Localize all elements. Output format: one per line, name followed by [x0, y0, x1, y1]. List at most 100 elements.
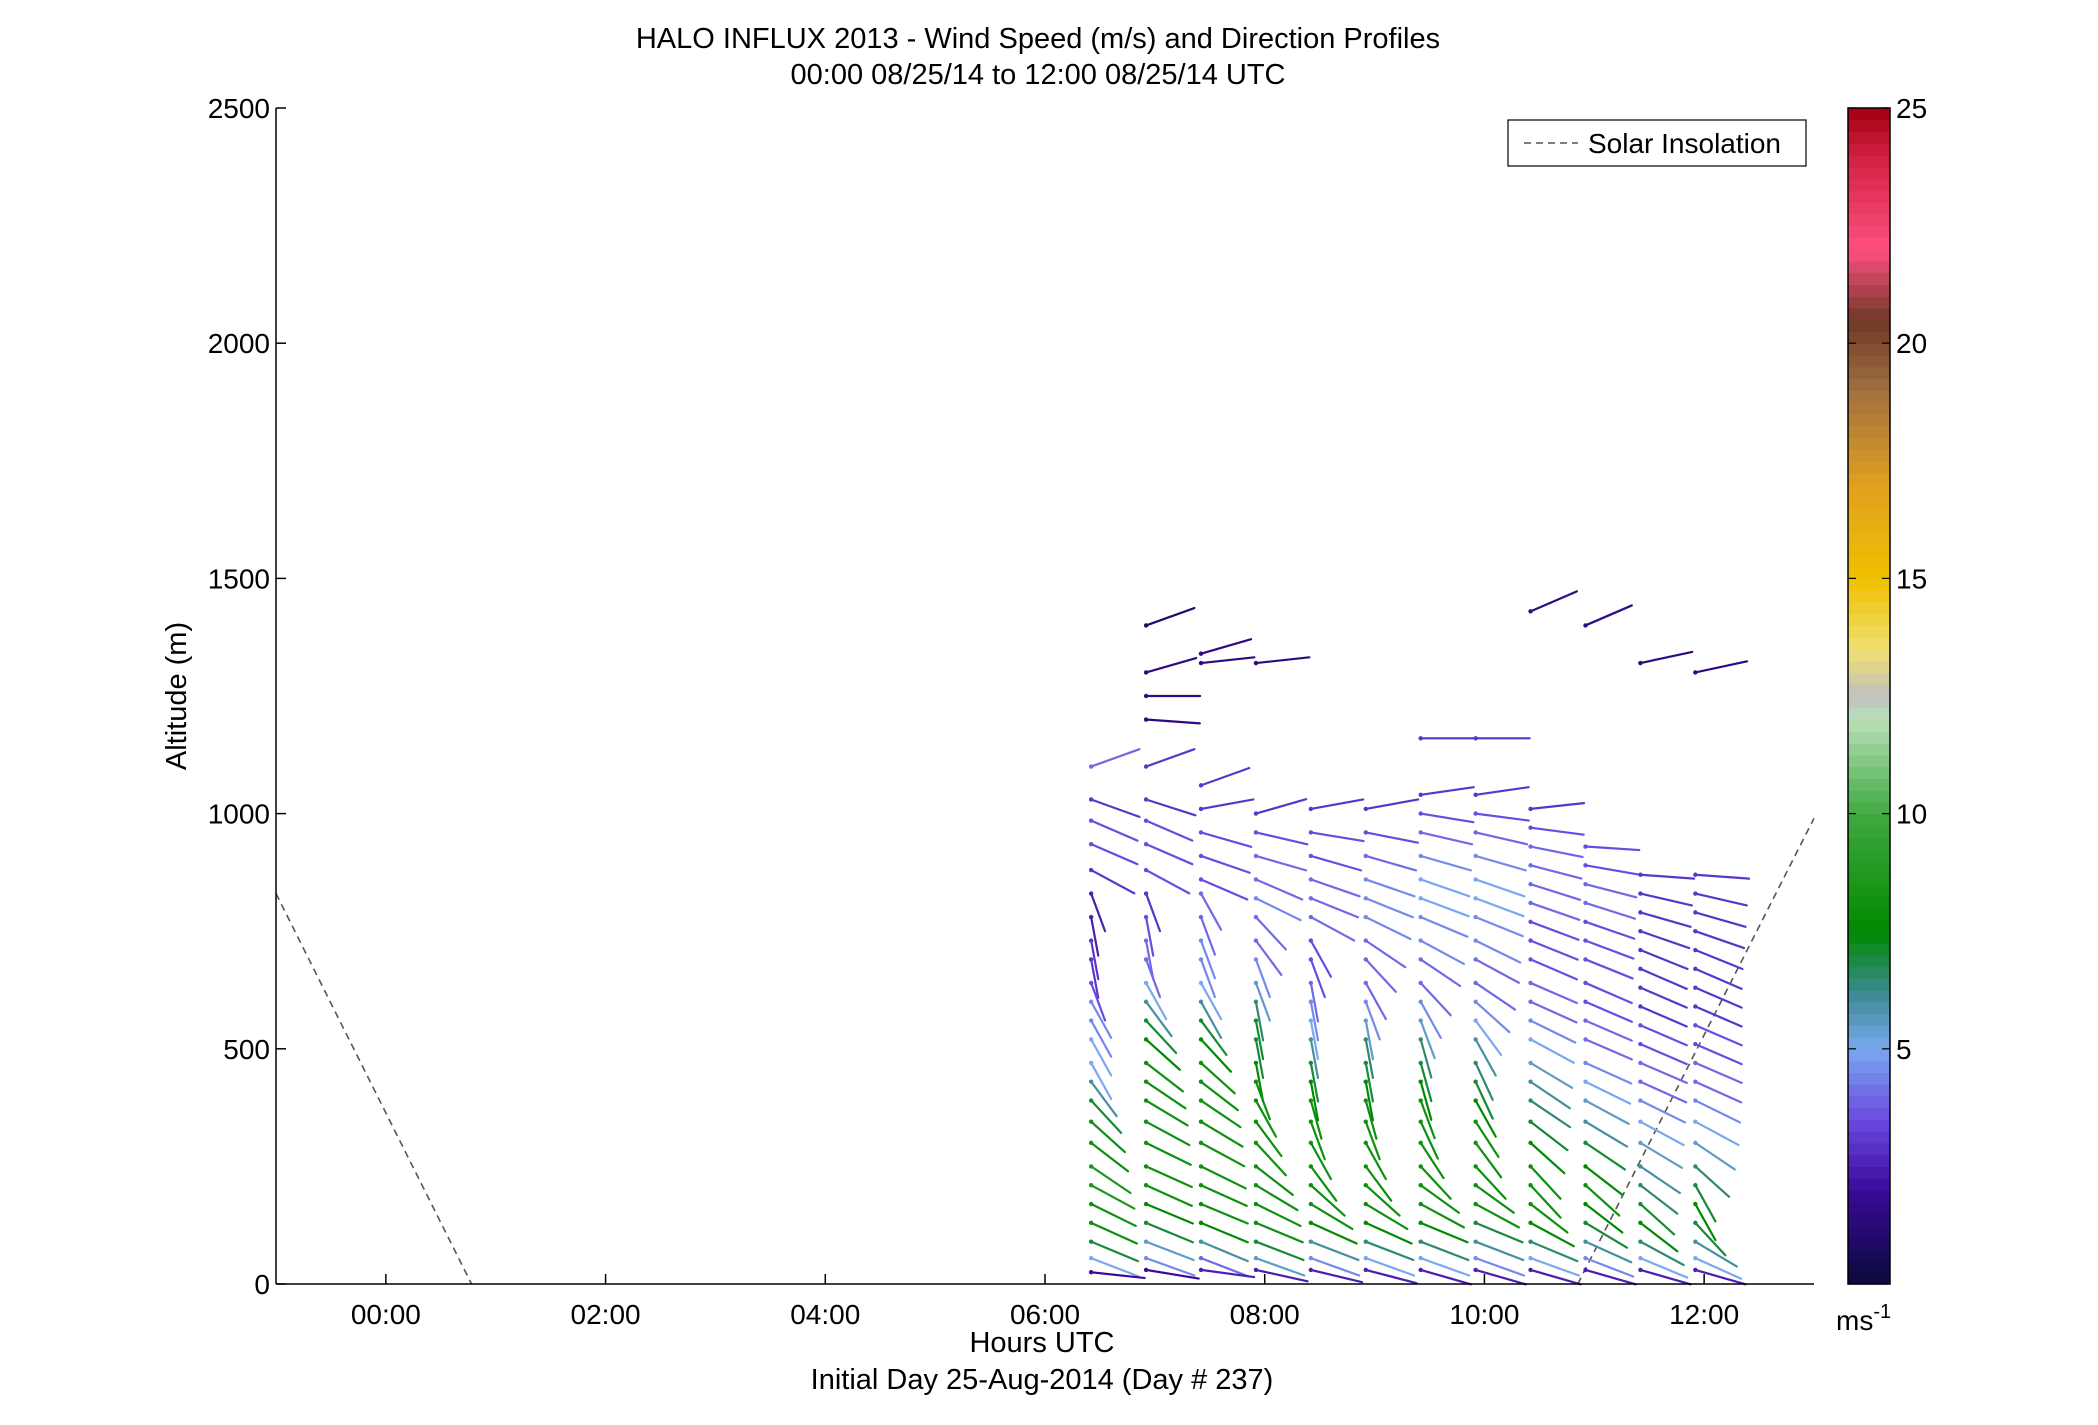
- wind-barb-head: [1143, 1183, 1149, 1188]
- wind-barb-head: [1253, 999, 1259, 1004]
- colorbar-band: [1848, 531, 1890, 544]
- wind-barb: [1364, 854, 1418, 872]
- wind-barb-head: [1528, 919, 1533, 924]
- colorbar-band: [1848, 1095, 1890, 1109]
- wind-barb-head: [1143, 957, 1149, 962]
- wind-barb-head: [1253, 877, 1259, 882]
- wind-barb-head: [1088, 797, 1094, 802]
- colorbar-band: [1848, 237, 1890, 250]
- wind-barb: [1694, 1080, 1743, 1104]
- colorbar-band: [1848, 507, 1890, 521]
- wind-barb: [1364, 897, 1414, 919]
- x-ticks: 00:00 02:00 04:00 06:00 08:00 10:00 12:00: [351, 1274, 1739, 1330]
- wind-barb-head: [1693, 1041, 1698, 1047]
- colorbar-band: [1848, 366, 1890, 380]
- wind-barb-head: [1198, 806, 1204, 812]
- wind-barb-head: [1143, 1018, 1149, 1023]
- wind-barb-head: [1638, 1164, 1643, 1169]
- wind-barb: [1694, 892, 1748, 907]
- colorbar-band: [1848, 343, 1890, 356]
- wind-barb-head: [1088, 980, 1094, 986]
- wind-barb: [1639, 650, 1694, 665]
- wind-barb: [1474, 1019, 1503, 1056]
- wind-barb: [1090, 1221, 1139, 1245]
- colorbar-band: [1848, 895, 1890, 909]
- wind-barb-head: [1088, 1037, 1094, 1042]
- wind-barb: [1199, 1257, 1250, 1278]
- wind-barb: [1474, 1061, 1494, 1101]
- wind-barb: [1144, 1268, 1200, 1280]
- wind-barb-head: [1198, 830, 1204, 835]
- wind-barb: [1144, 819, 1194, 842]
- x-axis-label: Hours UTC: [969, 1327, 1114, 1359]
- wind-barb: [1584, 1061, 1633, 1085]
- colorbar-band: [1848, 319, 1890, 333]
- wind-barb-head: [1308, 896, 1314, 901]
- wind-barb: [1364, 1240, 1415, 1262]
- wind-barb-head: [1528, 1239, 1533, 1244]
- wind-barb: [1529, 1165, 1562, 1200]
- wind-barb: [1254, 1221, 1304, 1244]
- wind-barb-head: [1253, 1267, 1259, 1273]
- wind-barb: [1090, 1271, 1146, 1280]
- colorbar-band: [1848, 554, 1890, 568]
- colorbar-band: [1848, 825, 1890, 838]
- wind-barb: [1529, 920, 1580, 941]
- wind-barb: [1090, 1257, 1140, 1278]
- wind-barb: [1474, 1257, 1526, 1277]
- wind-barb-head: [1363, 1037, 1368, 1042]
- wind-barb-head: [1473, 792, 1478, 797]
- wind-barb: [1639, 1120, 1685, 1147]
- wind-barb-head: [1418, 853, 1423, 859]
- wind-barb-head: [1308, 1098, 1314, 1103]
- wind-barb: [1364, 1061, 1375, 1103]
- wind-barb: [1419, 939, 1466, 966]
- wind-barb: [1090, 939, 1100, 981]
- wind-barb: [1090, 981, 1107, 1022]
- wind-profile-column: [1473, 736, 1531, 1286]
- wind-barb-head: [1473, 736, 1478, 741]
- wind-barb-head: [1583, 980, 1588, 986]
- wind-barb-head: [1088, 914, 1094, 920]
- wind-barb: [1584, 939, 1635, 960]
- wind-barb: [1584, 958, 1634, 980]
- wind-barb: [1694, 1141, 1736, 1171]
- wind-barb-head: [1583, 1267, 1588, 1273]
- wind-barb: [1474, 1202, 1520, 1229]
- wind-barb: [1254, 1240, 1305, 1262]
- wind-barb: [1529, 845, 1584, 859]
- wind-barb-head: [1528, 1255, 1533, 1261]
- y-tick-label: 1000: [208, 799, 270, 830]
- wind-barb: [1584, 1202, 1624, 1234]
- wind-barb-head: [1253, 853, 1259, 859]
- wind-barb: [1584, 1038, 1633, 1061]
- colorbar-band: [1848, 307, 1890, 321]
- wind-barb-head: [1363, 1079, 1368, 1084]
- wind-barb-head: [1693, 1023, 1698, 1028]
- wind-barb-head: [1308, 999, 1314, 1004]
- wind-barb-head: [1198, 938, 1204, 943]
- wind-barb-head: [1473, 1183, 1478, 1188]
- wind-profile-column: [1198, 638, 1256, 1279]
- wind-barb-head: [1418, 1220, 1423, 1226]
- wind-barb: [1254, 1120, 1283, 1158]
- wind-barb-head: [1473, 1220, 1478, 1226]
- colorbar-band: [1848, 707, 1890, 721]
- wind-barb: [1144, 606, 1196, 627]
- wind-barb-head: [1143, 1239, 1149, 1244]
- wind-barb: [1694, 1202, 1717, 1242]
- wind-barb: [1309, 1019, 1320, 1061]
- wind-barb: [1529, 1000, 1578, 1024]
- wind-barb-head: [1253, 1220, 1259, 1226]
- solar-insolation-line: [275, 893, 473, 1285]
- wind-barb-head: [1198, 853, 1204, 859]
- wind-barb-head: [1583, 881, 1588, 887]
- colorbar-band: [1848, 155, 1890, 168]
- wind-barb: [1199, 1061, 1236, 1095]
- wind-barb: [1199, 766, 1251, 787]
- wind-barb: [1639, 1240, 1685, 1267]
- legend-solar-label: Solar Insolation: [1588, 128, 1781, 159]
- colorbar-band: [1848, 331, 1890, 344]
- wind-barb-head: [1418, 736, 1423, 741]
- wind-barb-head: [1308, 1220, 1314, 1226]
